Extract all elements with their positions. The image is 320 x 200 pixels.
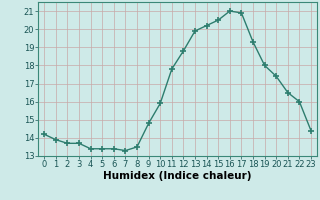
X-axis label: Humidex (Indice chaleur): Humidex (Indice chaleur) (103, 171, 252, 181)
